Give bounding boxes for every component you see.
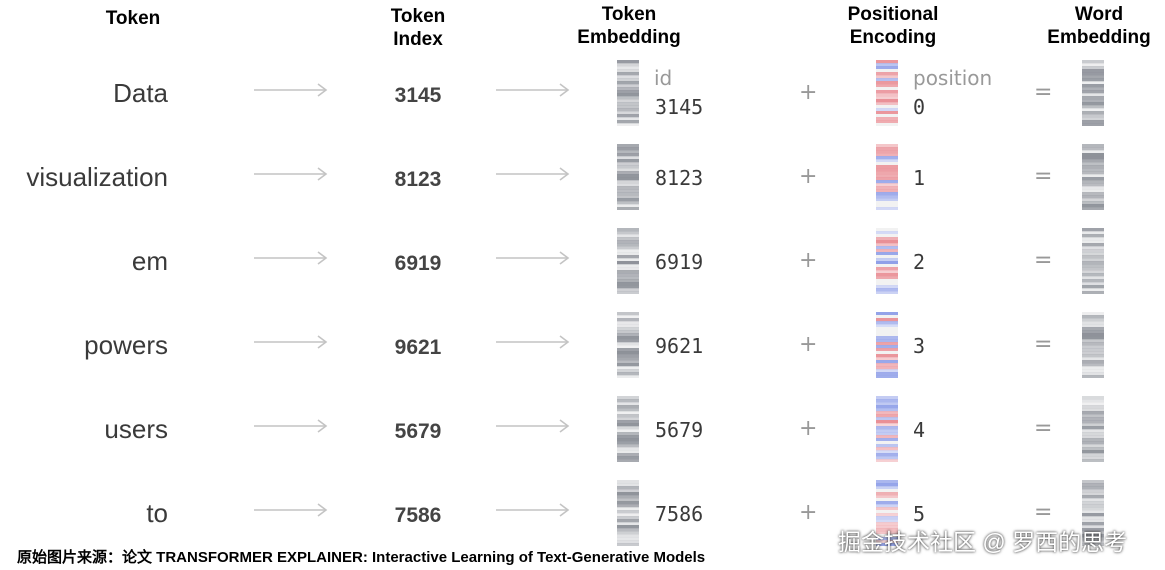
- plus-sign: +: [799, 416, 818, 441]
- token-text: to: [146, 498, 168, 528]
- token-text: users: [104, 414, 168, 444]
- token-text: powers: [84, 330, 168, 360]
- id-label: id: [654, 66, 673, 90]
- token-index-value: 3145: [394, 84, 442, 107]
- positional-encoding-vector: [876, 480, 898, 546]
- position-value: 2: [913, 250, 926, 274]
- embedding-row: powers 9621 9621 +3 =: [0, 312, 1165, 392]
- header-token-embedding: Token Embedding: [577, 4, 681, 48]
- token-index-value: 6919: [394, 252, 442, 275]
- token-embedding-vector: [617, 144, 639, 210]
- arrow-to-embedding: [495, 502, 571, 518]
- header-token-index: Token Index: [390, 6, 446, 50]
- equals-sign: =: [1034, 164, 1053, 189]
- plus-sign: +: [799, 332, 818, 357]
- source-caption: 原始图片来源：论文 TRANSFORMER EXPLAINER: Interac…: [17, 549, 706, 566]
- embedding-row: users 5679 5679 +4 =: [0, 396, 1165, 476]
- word-embedding-vector: [1082, 228, 1104, 294]
- word-embedding-vector: [1082, 480, 1104, 546]
- embedding-id-value: 7586: [655, 502, 704, 526]
- token-embedding-vector: [617, 396, 639, 462]
- watermark: 掘金技术社区 @ 罗西的思考: [838, 529, 1128, 555]
- positional-encoding-vector: [876, 144, 898, 210]
- arrow-to-index: [253, 82, 329, 98]
- word-embedding-vector: [1082, 144, 1104, 210]
- position-label: position: [913, 66, 993, 90]
- word-embedding-vector: [1082, 60, 1104, 126]
- arrow-to-embedding: [495, 418, 571, 434]
- arrow-to-embedding: [495, 334, 571, 350]
- arrow-to-index: [253, 166, 329, 182]
- token-embedding-vector: [617, 480, 639, 546]
- positional-encoding-vector: [876, 60, 898, 126]
- position-value: 1: [913, 166, 926, 190]
- position-value: 3: [913, 334, 926, 358]
- token-text: em: [131, 246, 168, 276]
- token-embedding-vector: [617, 312, 639, 378]
- header-token: Token: [105, 8, 161, 29]
- plus-sign: +: [799, 248, 818, 273]
- embedding-id-value: 6919: [655, 250, 704, 274]
- embedding-row: Data 3145 id 3145 + position 0 =: [0, 60, 1165, 140]
- plus-sign: +: [799, 164, 818, 189]
- token-index-value: 5679: [394, 420, 442, 443]
- header-word-embedding: Word Embedding: [1047, 4, 1151, 48]
- plus-sign: +: [799, 500, 818, 525]
- token-embedding-vector: [617, 228, 639, 294]
- position-value: 5: [913, 502, 926, 526]
- token-embedding-vector: [617, 60, 639, 126]
- arrow-to-index: [253, 334, 329, 350]
- arrow-to-index: [253, 502, 329, 518]
- token-text: visualization: [26, 162, 168, 192]
- embedding-row: visualization 8123 8123 +1 =: [0, 144, 1165, 224]
- equals-sign: =: [1034, 332, 1053, 357]
- embedding-row: to 7586 7586 +5 =: [0, 480, 1165, 560]
- positional-encoding-vector: [876, 396, 898, 462]
- embedding-id-value: 5679: [655, 418, 704, 442]
- equals-sign: =: [1034, 80, 1053, 105]
- position-value: 0: [913, 95, 926, 119]
- token-index-value: 7586: [394, 504, 442, 527]
- embedding-id-value: 3145: [655, 95, 704, 119]
- embedding-id-value: 9621: [655, 334, 704, 358]
- word-embedding-vector: [1082, 396, 1104, 462]
- plus-sign: +: [799, 80, 818, 105]
- token-index-value: 8123: [394, 168, 442, 191]
- token-text: Data: [113, 78, 168, 108]
- positional-encoding-vector: [876, 228, 898, 294]
- arrow-to-embedding: [495, 82, 571, 98]
- header-positional-encoding: Positional Encoding: [847, 4, 939, 48]
- word-embedding-vector: [1082, 312, 1104, 378]
- position-value: 4: [913, 418, 926, 442]
- embedding-id-value: 8123: [655, 166, 704, 190]
- arrow-to-index: [253, 418, 329, 434]
- arrow-to-index: [253, 250, 329, 266]
- equals-sign: =: [1034, 416, 1053, 441]
- token-index-value: 9621: [394, 336, 442, 359]
- embedding-row: em 6919 6919 +2 =: [0, 228, 1165, 308]
- positional-encoding-vector: [876, 312, 898, 378]
- equals-sign: =: [1034, 248, 1053, 273]
- equals-sign: =: [1034, 500, 1053, 525]
- arrow-to-embedding: [495, 166, 571, 182]
- arrow-to-embedding: [495, 250, 571, 266]
